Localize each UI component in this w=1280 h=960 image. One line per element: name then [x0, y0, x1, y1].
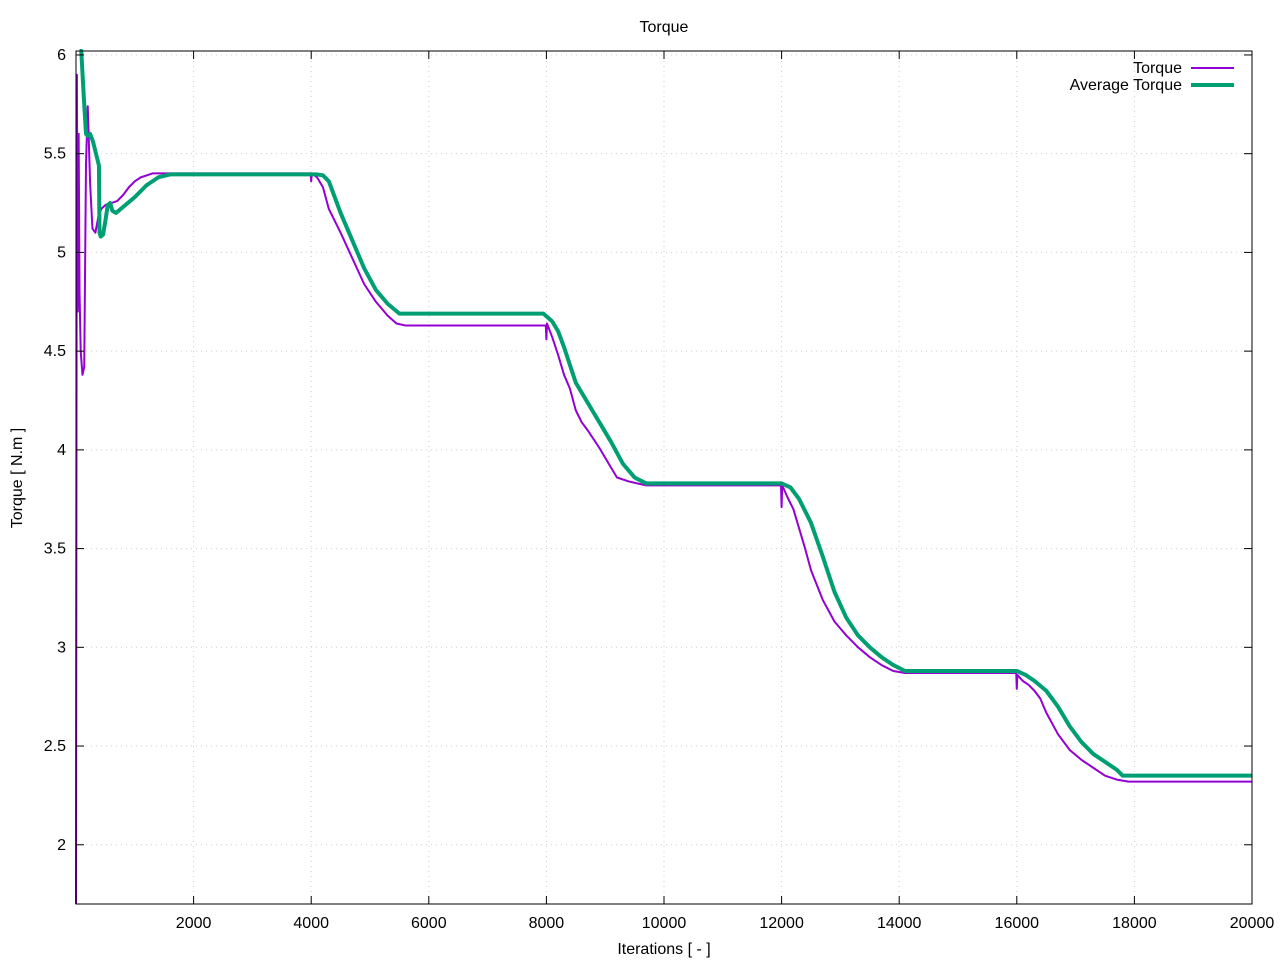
y-tick-label: 5.5 — [44, 146, 66, 163]
series-layer — [75, 49, 1252, 905]
y-tick-label: 2 — [57, 837, 66, 854]
grid — [76, 51, 1253, 904]
series-line-torque — [75, 73, 1252, 905]
legend-label: Torque — [1133, 60, 1182, 77]
y-tick-label: 4.5 — [44, 343, 66, 360]
y-tick-label: 3 — [57, 639, 66, 656]
x-tick-label: 14000 — [877, 915, 922, 932]
series-line-average-torque — [79, 49, 1252, 778]
x-tick-label: 8000 — [529, 915, 565, 932]
x-tick-label: 20000 — [1230, 915, 1275, 932]
x-tick-label: 16000 — [995, 915, 1040, 932]
legend-label: Average Torque — [1070, 77, 1182, 94]
y-tick-label: 6 — [57, 47, 66, 64]
y-tick-label: 5 — [57, 244, 66, 261]
y-axis-label: Torque [ N.m ] — [9, 428, 26, 528]
x-tick-label: 6000 — [411, 915, 447, 932]
x-tick-label: 18000 — [1112, 915, 1157, 932]
x-tick-label: 4000 — [293, 915, 329, 932]
y-tick-label: 2.5 — [44, 738, 66, 755]
x-tick-label: 2000 — [176, 915, 212, 932]
x-tick-label: 12000 — [759, 915, 804, 932]
x-tick-label: 10000 — [642, 915, 687, 932]
x-axis-label: Iterations [ - ] — [617, 941, 710, 958]
y-tick-label: 4 — [57, 442, 66, 459]
y-tick-label: 3.5 — [44, 541, 66, 558]
chart-title: Torque — [640, 19, 689, 36]
axis-ticks: 2000 4000 6000 8000 10000 12000 14000 16000 1800… — [44, 47, 1275, 932]
